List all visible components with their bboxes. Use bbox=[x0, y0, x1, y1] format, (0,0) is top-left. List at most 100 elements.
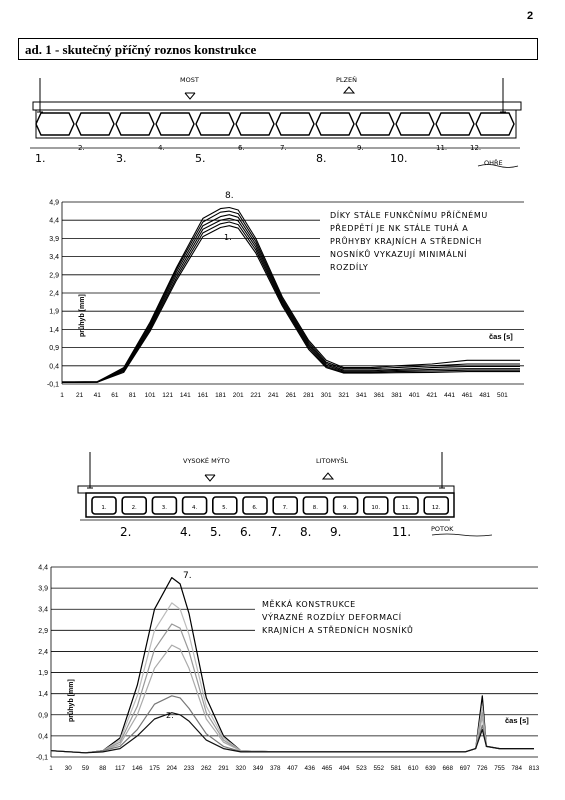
y-tick-label: 2,9 bbox=[38, 628, 48, 635]
series-line bbox=[61, 225, 520, 384]
x-tick-label: 465 bbox=[322, 765, 333, 772]
series-line bbox=[61, 221, 520, 384]
section-header-text: ad. 1 - skutečný příčný roznos konstrukc… bbox=[25, 42, 257, 57]
x-tick-label: 146 bbox=[132, 765, 143, 772]
bridge2-box-number: 5. bbox=[222, 505, 227, 511]
box-beam bbox=[242, 496, 268, 515]
bridge1-beam-number: 11. bbox=[436, 144, 447, 152]
page-number: 2 bbox=[527, 10, 534, 22]
bridge2-box-number: 11. bbox=[402, 505, 411, 511]
chart2-annotation: MĚKKÁ KONSTRUKCE VÝRAZNÉ ROZDÍLY DEFORMAC… bbox=[262, 598, 413, 637]
bridge2-beam-number: 5. bbox=[210, 525, 221, 539]
beam-void bbox=[355, 112, 395, 136]
y-tick-label: 0,4 bbox=[49, 363, 59, 370]
beam-void bbox=[395, 112, 435, 136]
y-tick-label: 4,9 bbox=[49, 200, 59, 207]
bridge1-beam-number: 10. bbox=[390, 152, 408, 165]
box-beam bbox=[181, 496, 208, 515]
x-tick-label: 523 bbox=[356, 765, 367, 772]
box-beam bbox=[91, 496, 117, 515]
section-header: ad. 1 - skutečný příčný roznos konstrukc… bbox=[18, 38, 538, 60]
beam-void bbox=[475, 112, 515, 136]
annotation-line: PRŮHYBY KRAJNÍCH A STŘEDNÍCH bbox=[330, 237, 482, 246]
box-beam bbox=[121, 496, 147, 515]
x-tick-label: 101 bbox=[145, 392, 156, 399]
y-tick-label: 1,9 bbox=[38, 670, 48, 677]
series-line bbox=[50, 712, 534, 754]
bridge2-box-number: 6. bbox=[252, 505, 257, 511]
x-tick-label: 21 bbox=[76, 392, 84, 399]
x-tick-label: 349 bbox=[253, 765, 264, 772]
y-tick-label: 0,9 bbox=[49, 345, 59, 352]
x-tick-label: 204 bbox=[166, 765, 177, 772]
bridge2-box-number: 4. bbox=[192, 505, 197, 511]
series-label-top: 8. bbox=[225, 191, 234, 201]
x-tick-label: 668 bbox=[442, 765, 453, 772]
annotation-line: VÝRAZNÉ ROZDÍLY DEFORMACÍ bbox=[262, 613, 402, 622]
annotation-line: MĚKKÁ KONSTRUKCE bbox=[262, 600, 356, 609]
y-tick-label: 1,4 bbox=[49, 327, 59, 334]
series-line bbox=[50, 695, 534, 754]
series-label-inner: 1. bbox=[224, 233, 232, 242]
x-tick-label: 233 bbox=[184, 765, 195, 772]
x-tick-label: 320 bbox=[235, 765, 246, 772]
x-tick-label: 321 bbox=[338, 392, 349, 399]
bridge2-beam-number: 2. bbox=[120, 525, 131, 539]
annotation-line: PŘEDPĚTÍ JE NK STÁLE TUHÁ A bbox=[330, 224, 469, 233]
series-label-inner: 2. bbox=[166, 711, 174, 720]
y-axis-label: průhyb [mm] bbox=[78, 294, 86, 337]
x-tick-label: 552 bbox=[373, 765, 384, 772]
y-tick-label: 3,9 bbox=[38, 586, 48, 593]
y-tick-label: 1,9 bbox=[49, 309, 59, 316]
box-beam bbox=[272, 496, 299, 515]
bridge1-beam-number: 3. bbox=[116, 152, 127, 165]
x-tick-label: 221 bbox=[250, 392, 261, 399]
bridge1-river: OHŘE bbox=[484, 158, 503, 167]
beam-void bbox=[235, 112, 275, 136]
series-line bbox=[62, 206, 520, 383]
x-tick-label: 88 bbox=[99, 765, 107, 772]
beam-void bbox=[195, 112, 235, 136]
y-tick-label: 3,4 bbox=[38, 607, 48, 614]
bridge1-beam-number: 9. bbox=[357, 144, 364, 152]
box-beam bbox=[332, 496, 359, 515]
x-tick-label: 201 bbox=[233, 392, 244, 399]
x-tick-label: 301 bbox=[321, 392, 332, 399]
bridge2-box-number: 7. bbox=[283, 505, 288, 511]
x-tick-label: 1 bbox=[49, 765, 53, 772]
x-tick-label: 697 bbox=[460, 765, 471, 772]
bridge2-box-number: 3. bbox=[162, 505, 167, 511]
box-beam bbox=[393, 496, 419, 515]
x-tick-label: 501 bbox=[497, 392, 508, 399]
x-axis-label: čas [s] bbox=[489, 332, 513, 341]
x-axis-label: čas [s] bbox=[505, 716, 529, 725]
x-tick-label: 121 bbox=[162, 392, 173, 399]
bridge1-beam-number: 2. bbox=[78, 144, 85, 152]
beam-void bbox=[315, 112, 355, 136]
bridge2-beam-number: 6. bbox=[240, 525, 251, 539]
y-tick-label: 1,4 bbox=[38, 691, 48, 698]
series-line bbox=[61, 217, 520, 384]
box-beam bbox=[423, 496, 450, 515]
beam-void bbox=[155, 112, 195, 136]
x-tick-label: 461 bbox=[462, 392, 473, 399]
box-beam bbox=[212, 496, 238, 515]
annotation-line: NOSNÍKŮ VYKAZUJÍ MINIMÁLNÍ bbox=[330, 250, 468, 259]
bridge2-beam-number: 4. bbox=[180, 525, 191, 539]
series-line bbox=[50, 644, 534, 754]
bridge2-river: POTOK bbox=[431, 525, 454, 533]
bridge2-box-number: 10. bbox=[371, 505, 380, 511]
x-tick-label: 639 bbox=[425, 765, 436, 772]
bridge1-beam-number: 7. bbox=[280, 144, 287, 152]
y-tick-label: 3,9 bbox=[49, 236, 59, 243]
x-tick-label: 481 bbox=[479, 392, 490, 399]
bridge1-beam-number: 4. bbox=[158, 144, 165, 152]
beam-void bbox=[435, 112, 475, 136]
y-tick-label: -0,1 bbox=[47, 382, 59, 389]
x-tick-label: 81 bbox=[129, 392, 137, 399]
y-tick-label: 2,9 bbox=[49, 272, 59, 279]
bridge2-box-number: 1. bbox=[101, 505, 106, 511]
